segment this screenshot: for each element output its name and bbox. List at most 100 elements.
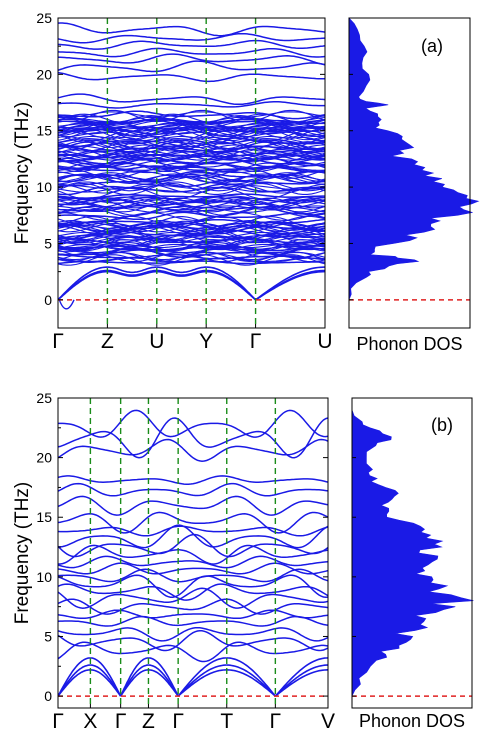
dense-branch [58, 130, 325, 143]
dense-branch [58, 181, 325, 192]
dense-branch [58, 216, 325, 228]
optical-branch [58, 482, 328, 497]
optical-branch [58, 475, 328, 485]
y-tick-label: 0 [44, 688, 52, 704]
dense-branch [58, 199, 325, 208]
dense-branch [58, 239, 325, 247]
dos-curve [348, 17, 480, 300]
y-tick-label: 20 [36, 66, 52, 82]
optical-branch [58, 544, 328, 565]
acoustic-branch [177, 657, 227, 697]
acoustic-branch [90, 669, 122, 697]
y-axis-label: Frequency (THz) [12, 482, 33, 625]
dense-branch [58, 136, 325, 148]
optical-branch [58, 101, 325, 109]
acoustic-branch [274, 664, 328, 697]
y-tick-label: 20 [36, 450, 52, 466]
acoustic-branch [226, 669, 276, 697]
dense-branch [58, 144, 325, 153]
dense-branch [58, 223, 325, 233]
x-tick-label: V [321, 710, 335, 733]
dense-branch [58, 154, 325, 161]
optical-branch [58, 555, 328, 569]
acoustic-branch [156, 266, 207, 274]
optical-branch [58, 626, 328, 642]
x-tick-label: Y [199, 330, 213, 353]
dense-branch [58, 245, 325, 253]
optical-branch [58, 32, 325, 44]
dense-branch [58, 139, 325, 150]
optical-branch [58, 615, 328, 627]
dos-x-label: Phonon DOS [359, 711, 465, 731]
optical-branch [58, 22, 325, 37]
dense-branch [58, 135, 325, 149]
dense-branch [58, 212, 325, 221]
y-tick-label: 10 [36, 569, 52, 585]
dense-branch [58, 151, 325, 161]
dense-branch [58, 251, 325, 261]
dense-branch [58, 183, 325, 194]
dos-curve [351, 398, 474, 697]
dense-branch [58, 222, 325, 230]
acoustic-branch [255, 269, 325, 301]
dense-branch [58, 206, 325, 217]
dense-branch [58, 163, 325, 169]
y-tick-label: 5 [44, 628, 52, 644]
dense-branch [58, 236, 325, 244]
optical-branch [58, 524, 328, 549]
dense-branch [58, 257, 325, 263]
x-tick-label: Γ [115, 710, 127, 733]
dense-branch [58, 199, 325, 206]
x-tick-label: Z [101, 330, 114, 353]
dense-branch [58, 157, 325, 165]
dense-branch [58, 118, 325, 123]
dense-branch [58, 109, 325, 123]
optical-branch [58, 511, 328, 534]
optical-branch [58, 438, 328, 462]
x-tick-label: X [83, 710, 97, 733]
dense-branch [58, 125, 325, 137]
y-tick-label: 0 [44, 292, 52, 308]
acoustic-branch [107, 269, 157, 277]
dense-branch [58, 142, 325, 153]
dense-branch [58, 197, 325, 209]
band-structure [58, 409, 328, 697]
dense-branch [58, 116, 325, 124]
acoustic-branch [226, 664, 276, 697]
panel-a: 0 5 10 15 20 25 Frequency (THz) Γ Z U Y Γ U Phonon DO… [12, 10, 480, 354]
y-tick-label: 15 [36, 123, 52, 139]
dense-branch [58, 120, 325, 129]
acoustic-branch [107, 270, 157, 277]
dense-branch [58, 220, 325, 231]
optical-branch [58, 39, 325, 50]
optical-branch [58, 60, 325, 73]
dense-branch [58, 183, 325, 195]
dense-branch [58, 187, 325, 200]
acoustic-branch [58, 269, 108, 301]
dense-branch [58, 111, 325, 118]
optical-branch [58, 211, 325, 221]
optical-branch [58, 71, 325, 83]
dense-branch [58, 173, 325, 183]
x-tick-label: Γ [172, 710, 184, 733]
dense-branch [58, 113, 325, 125]
x-tick-label: Z [142, 710, 155, 733]
dense-branch [58, 206, 325, 213]
acoustic-branch [119, 657, 149, 697]
optical-branch [58, 110, 325, 120]
acoustic-branch [177, 669, 227, 697]
optical-branch [58, 47, 325, 58]
acoustic-branch [119, 669, 149, 697]
dense-branch [58, 166, 325, 171]
optical-branch [58, 598, 328, 615]
dense-branch [58, 141, 325, 152]
acoustic-branch [206, 270, 257, 301]
band-frame [57, 17, 326, 329]
panel-label: (a) [421, 36, 443, 56]
dense-branch [58, 127, 325, 132]
acoustic-branch [58, 657, 91, 697]
dense-branch [58, 145, 325, 153]
optical-branch [58, 179, 325, 188]
band-structure [58, 22, 325, 310]
